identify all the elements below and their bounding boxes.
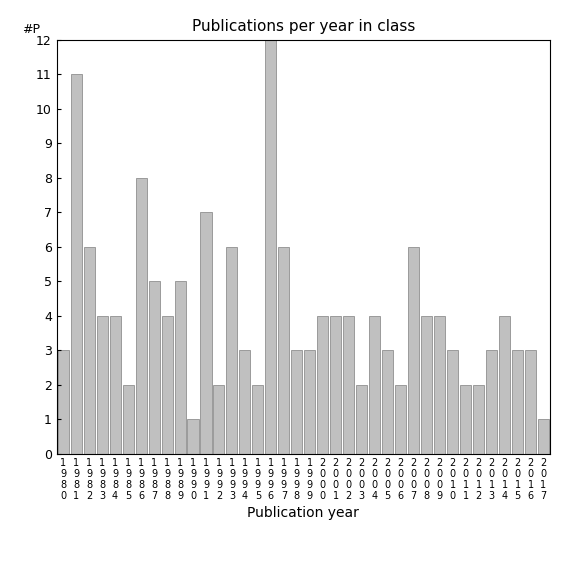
Bar [382,350,393,454]
Bar [395,384,406,454]
Bar [201,212,211,454]
Bar [318,316,328,454]
Bar [278,247,289,454]
Bar [525,350,536,454]
Bar [512,350,523,454]
Bar [421,316,432,454]
Bar [291,350,302,454]
Bar [434,316,445,454]
Bar [460,384,471,454]
Bar [356,384,367,454]
Bar [369,316,380,454]
Bar [122,384,134,454]
Bar [109,316,121,454]
Bar [71,74,82,454]
Bar [226,247,238,454]
Bar [331,316,341,454]
Bar [265,40,276,454]
Bar [58,350,69,454]
Text: #P: #P [22,23,40,36]
Bar [538,419,549,454]
Bar [175,281,185,454]
Bar [252,384,264,454]
Bar [239,350,251,454]
Bar [408,247,419,454]
Bar [162,316,172,454]
Bar [499,316,510,454]
Bar [343,316,354,454]
Bar [149,281,159,454]
Bar [188,419,198,454]
Bar [84,247,95,454]
Bar [213,384,225,454]
Bar [447,350,458,454]
X-axis label: Publication year: Publication year [247,506,359,521]
Bar [473,384,484,454]
Bar [486,350,497,454]
Title: Publications per year in class: Publications per year in class [192,19,415,35]
Bar [304,350,315,454]
Bar [136,177,147,454]
Bar [96,316,108,454]
